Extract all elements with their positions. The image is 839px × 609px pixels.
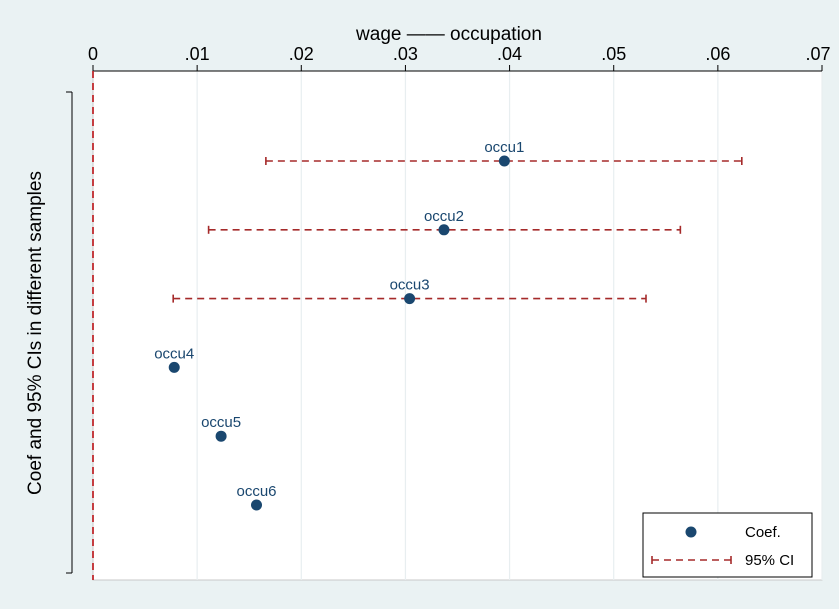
point-label: occu4: [154, 345, 194, 362]
x-tick-label: .03: [393, 44, 418, 64]
legend-label: 95% CI: [745, 552, 794, 569]
legend: Coef. 95% CI: [642, 512, 813, 578]
point-label: occu5: [201, 414, 241, 431]
plot-area: [92, 70, 823, 581]
x-tick-label: .07: [805, 44, 830, 64]
x-tick-label: .04: [497, 44, 522, 64]
y-axis-label: Coef and 95% CIs in different samples: [25, 171, 46, 495]
point-label: occu6: [236, 483, 276, 500]
coef-point: [498, 155, 510, 167]
legend-label: Coef.: [745, 524, 781, 541]
x-tick-label: .05: [601, 44, 626, 64]
point-label: occu2: [424, 208, 464, 225]
coef-point: [251, 499, 263, 511]
legend-marker: [685, 526, 697, 538]
x-axis: 0 .01 .02 .03 .04 .05 .06 .07: [88, 44, 831, 72]
x-tick-label: .06: [705, 44, 730, 64]
coef-point: [215, 430, 227, 442]
y-axis: [66, 91, 73, 574]
coef-point: [404, 293, 416, 305]
x-tick-label: .01: [185, 44, 210, 64]
legend-box: [642, 512, 813, 578]
point-layer: occu1 occu2 occu3 occu4 occu5 occu6: [154, 139, 524, 511]
x-tick-label: .02: [289, 44, 314, 64]
chart-title: wage —— occupation: [355, 24, 542, 45]
point-label: occu3: [390, 277, 430, 294]
point-label: occu1: [484, 139, 524, 156]
coef-point: [438, 224, 450, 236]
coef-point: [168, 361, 180, 373]
grid-layer: [196, 71, 823, 580]
x-tick-label: 0: [88, 44, 98, 64]
ci-layer: [172, 157, 743, 303]
